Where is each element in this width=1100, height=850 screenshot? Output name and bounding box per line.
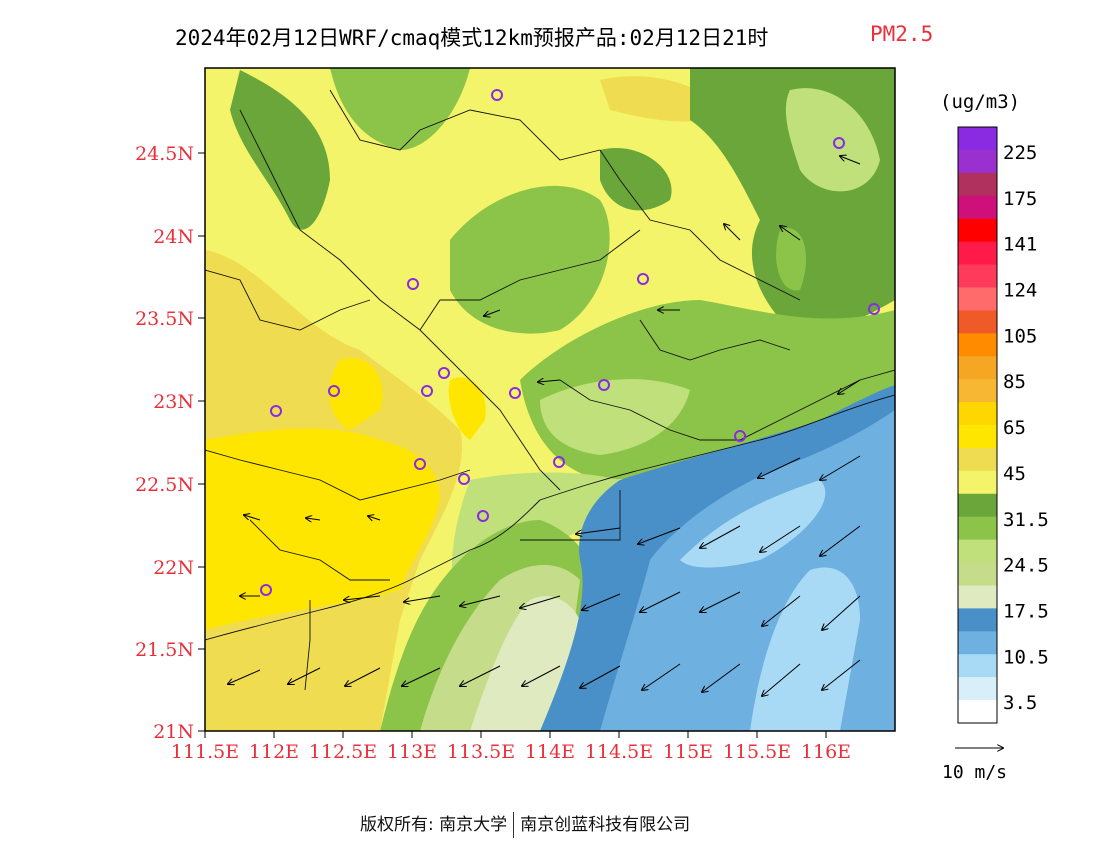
x-tick-label: 113.5E — [447, 741, 515, 763]
copyright: 版权所有: 南京大学 南京创蓝科技有限公司 — [360, 810, 690, 838]
y-tick-label: 23.5N — [135, 308, 194, 330]
legend-label: 175 — [1003, 188, 1037, 210]
legend-swatch — [958, 287, 997, 311]
legend-swatch — [958, 172, 997, 197]
legend-label: 85 — [1003, 371, 1026, 393]
x-tick-label: 114.5E — [585, 741, 653, 763]
legend-label: 45 — [1003, 463, 1026, 485]
legend-swatch — [958, 333, 997, 357]
legend-swatch — [958, 241, 997, 266]
legend-label: 17.5 — [1003, 600, 1049, 622]
x-tick-label: 115.5E — [723, 741, 791, 763]
title-main: 2024年02月12日WRF/cmaq模式12km预报产品:02月12日21时 — [175, 26, 769, 50]
legend-swatch — [958, 379, 997, 403]
legend-labels: 225 175 141 124 105 85 65 45 31.5 24.5 17.5 10.5 3.5 — [1003, 142, 1049, 714]
legend-swatch — [958, 218, 997, 243]
copyright-separator — [513, 812, 515, 838]
legend-unit: (ug/m3) — [940, 91, 1020, 113]
legend-swatch — [958, 264, 997, 288]
legend-swatch — [958, 608, 997, 632]
legend-swatch — [958, 654, 997, 678]
y-tick-label: 24N — [153, 226, 194, 248]
legend-swatch — [958, 470, 997, 495]
y-tick-label: 21N — [153, 721, 194, 743]
legend-label: 225 — [1003, 142, 1037, 164]
copyright-right: 南京创蓝科技有限公司 — [520, 815, 691, 835]
admin-boundaries — [205, 89, 895, 691]
legend-swatch — [958, 425, 997, 449]
pm25-field — [205, 68, 895, 731]
legend-swatch — [958, 402, 997, 426]
monitoring-stations — [260, 89, 880, 596]
y-tick-label: 21.5N — [135, 639, 194, 661]
x-tick-label: 116E — [801, 741, 851, 763]
legend-frame — [957, 126, 998, 724]
y-tick-label: 23N — [153, 391, 194, 413]
legend-swatch — [958, 516, 997, 541]
legend-swatch — [958, 585, 997, 609]
legend-label: 10.5 — [1003, 646, 1049, 668]
tick-marks — [198, 152, 827, 738]
x-tick-label: 112E — [249, 741, 299, 763]
legend-label: 65 — [1003, 417, 1026, 439]
title-species: PM2.5 — [870, 22, 934, 46]
legend-swatch — [958, 562, 997, 586]
y-tick-label: 22N — [153, 557, 194, 579]
x-tick-label: 112.5E — [309, 741, 377, 763]
y-tick-label: 22.5N — [135, 474, 194, 496]
legend-swatch — [958, 539, 997, 564]
legend-label: 24.5 — [1003, 555, 1049, 577]
legend-swatch — [958, 310, 997, 334]
legend-colorbar — [957, 126, 998, 724]
wind-vectors — [228, 156, 861, 696]
x-tick-label: 115E — [663, 741, 713, 763]
legend-label: 141 — [1003, 234, 1037, 256]
legend-label: 105 — [1003, 325, 1037, 347]
legend-swatch — [958, 127, 997, 151]
legend-swatch — [958, 677, 997, 701]
wind-scale-label: 10 m/s — [942, 762, 1007, 783]
legend-label: 31.5 — [1003, 509, 1049, 531]
legend-label: 3.5 — [1003, 692, 1037, 714]
x-tick-label: 111.5E — [171, 741, 239, 763]
x-tick-label: 114E — [525, 741, 575, 763]
legend-swatch — [958, 700, 997, 724]
y-tick-label: 24.5N — [135, 143, 194, 165]
legend-swatch — [958, 631, 997, 655]
legend-swatch — [958, 356, 997, 380]
copyright-left: 版权所有: 南京大学 — [360, 815, 508, 835]
legend-swatch — [958, 195, 997, 220]
legend-label: 124 — [1003, 280, 1037, 302]
legend-swatch — [958, 493, 997, 518]
legend-swatch — [958, 447, 997, 472]
legend-swatch — [958, 149, 997, 174]
x-tick-label: 113E — [387, 741, 437, 763]
